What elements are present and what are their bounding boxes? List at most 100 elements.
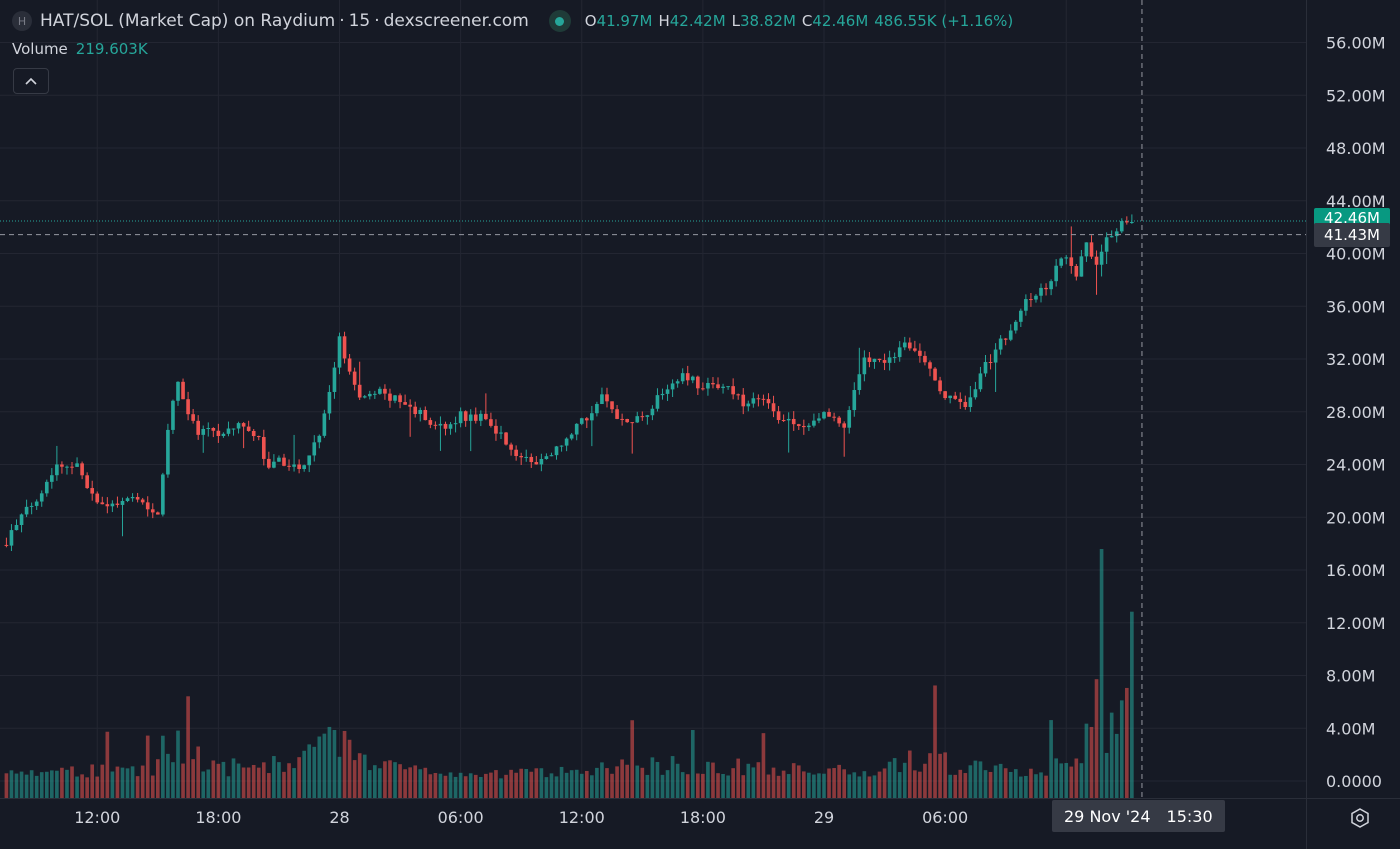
candle-body xyxy=(34,501,39,506)
volume-bar xyxy=(115,766,120,798)
volume-bar xyxy=(1044,775,1048,798)
chevron-up-icon xyxy=(25,77,37,85)
volume-bar xyxy=(135,776,140,798)
candle-body xyxy=(216,430,221,437)
volume-bar xyxy=(211,760,216,798)
volume-bar xyxy=(605,768,609,798)
candle-body xyxy=(1024,299,1028,311)
volume-bar xyxy=(55,770,59,798)
candle-body xyxy=(716,384,720,389)
volume-bar xyxy=(80,774,84,798)
volume-bar xyxy=(297,757,301,798)
candle-body xyxy=(236,423,241,429)
volume-bar xyxy=(711,762,715,798)
candle-body xyxy=(1059,258,1064,266)
volume-bar xyxy=(1104,752,1109,798)
candle-body xyxy=(675,381,680,384)
price-tick-label: 40.00M xyxy=(1326,245,1386,264)
volume-bar xyxy=(1089,726,1094,798)
candle-body xyxy=(948,395,952,399)
candle-body xyxy=(696,376,700,389)
volume-bar xyxy=(514,772,518,798)
price-tick-label: 56.00M xyxy=(1326,34,1386,53)
candle-body xyxy=(494,425,498,434)
legend-separator: · xyxy=(374,11,380,31)
candle-body xyxy=(786,418,791,421)
volume-bar xyxy=(635,765,640,798)
interval-label[interactable]: 15 xyxy=(348,11,371,31)
volume-bar xyxy=(1049,720,1053,798)
candle-body xyxy=(514,449,518,457)
candle-body xyxy=(579,418,584,424)
candle-body xyxy=(347,358,352,372)
candle-body xyxy=(711,382,715,385)
candle-body xyxy=(701,388,705,390)
volume-bar xyxy=(307,744,312,798)
volume-bar xyxy=(14,773,19,798)
volume-bar xyxy=(791,763,796,798)
candle-body xyxy=(196,420,201,435)
candle-body xyxy=(29,505,34,507)
volume-bar xyxy=(776,775,781,798)
candle-body xyxy=(1130,222,1134,224)
candle-body xyxy=(590,413,594,421)
candle-body xyxy=(70,466,74,468)
candle-body xyxy=(1069,257,1074,266)
volume-bar xyxy=(584,770,589,798)
chart-legend: H HAT/SOL (Market Cap) on Raydium · 15 ·… xyxy=(12,8,1013,34)
volume-bar xyxy=(282,771,286,798)
candle-body xyxy=(272,461,276,468)
candle-body xyxy=(534,462,539,465)
volume-bar xyxy=(579,773,584,798)
candle-body xyxy=(1074,265,1079,277)
candle-body xyxy=(625,419,629,423)
legend-separator: · xyxy=(339,11,345,31)
volume-bar xyxy=(1119,700,1124,798)
chart-settings-button[interactable] xyxy=(1346,805,1374,831)
candle-body xyxy=(80,463,84,476)
candle-body xyxy=(504,432,508,445)
candle-body xyxy=(4,544,9,546)
candle-body xyxy=(55,464,59,476)
candle-body xyxy=(993,349,998,363)
collapse-legend-button[interactable] xyxy=(13,68,49,94)
candle-body xyxy=(110,503,115,507)
volume-bar xyxy=(741,775,746,798)
candle-body xyxy=(332,367,337,392)
volume-bar xyxy=(923,763,927,798)
candle-body xyxy=(211,427,216,431)
candle-body xyxy=(907,342,912,349)
volume-bar xyxy=(625,764,629,798)
candle-body xyxy=(85,475,89,489)
low-key: L xyxy=(731,12,740,30)
candle-body xyxy=(1049,281,1053,290)
candle-body xyxy=(292,464,296,467)
time-tick-label: 06:00 xyxy=(922,808,968,827)
volume-bar xyxy=(685,774,690,798)
candle-body xyxy=(973,389,978,398)
candle-body xyxy=(226,428,231,434)
volume-bar xyxy=(161,735,165,798)
candle-body xyxy=(902,342,907,348)
price-tick-label: 52.00M xyxy=(1326,86,1386,105)
candle-body xyxy=(322,413,327,436)
candle-body xyxy=(892,357,897,359)
candle-body xyxy=(923,355,927,363)
time-tick-label: 18:00 xyxy=(680,808,726,827)
candle-body xyxy=(408,404,412,407)
volume-bar xyxy=(756,762,761,798)
candle-body xyxy=(741,394,746,407)
candle-body xyxy=(933,368,937,381)
crosshair-date: 29 Nov '24 xyxy=(1064,806,1151,826)
volume-bar xyxy=(478,777,483,798)
candle-body xyxy=(913,348,917,351)
candle-body xyxy=(751,398,756,404)
pair-title[interactable]: HAT/SOL (Market Cap) on Raydium xyxy=(40,11,336,31)
candle-body xyxy=(453,423,458,425)
volume-bar xyxy=(34,775,39,798)
candle-body xyxy=(261,437,266,459)
market-status-icon[interactable] xyxy=(548,10,571,32)
candle-body xyxy=(428,420,433,425)
